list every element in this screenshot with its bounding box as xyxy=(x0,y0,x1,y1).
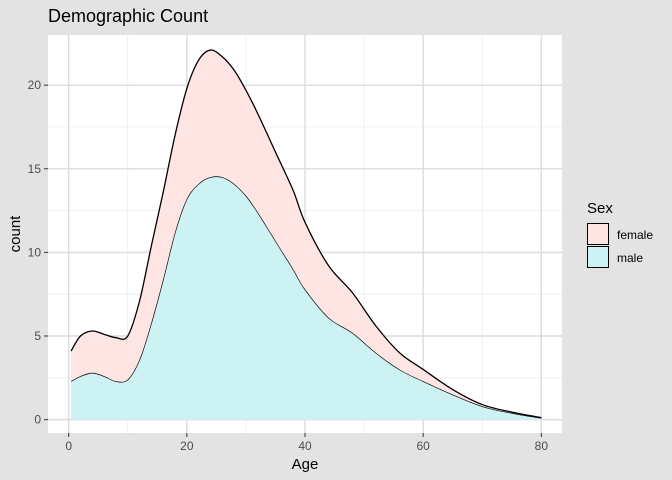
outline-female xyxy=(70,49,542,419)
x-tick-label: 0 xyxy=(65,439,72,453)
legend-key-male xyxy=(587,246,609,268)
chart-title: Demographic Count xyxy=(48,6,208,26)
axis-ticks: 0 20 40 60 80 0 5 10 15 20 xyxy=(28,78,549,453)
y-tick-label: 20 xyxy=(28,78,42,92)
density-areas xyxy=(70,49,542,420)
y-tick-label: 10 xyxy=(28,245,42,259)
y-tick-label: 0 xyxy=(34,413,41,427)
y-axis-title: count xyxy=(7,215,24,253)
legend-key-female xyxy=(587,223,609,245)
x-tick-label: 60 xyxy=(416,439,430,453)
legend: Sex female male xyxy=(587,200,653,268)
area-male xyxy=(71,176,542,420)
x-tick-label: 40 xyxy=(298,439,312,453)
y-tick-label: 15 xyxy=(28,162,42,176)
legend-label-male: male xyxy=(617,251,643,265)
x-tick-label: 80 xyxy=(535,439,549,453)
x-tick-label: 20 xyxy=(180,439,194,453)
y-tick-label: 5 xyxy=(34,329,41,343)
legend-label-female: female xyxy=(617,228,653,242)
legend-title: Sex xyxy=(587,200,613,217)
area-female xyxy=(71,49,542,418)
x-axis-title: Age xyxy=(292,456,319,473)
